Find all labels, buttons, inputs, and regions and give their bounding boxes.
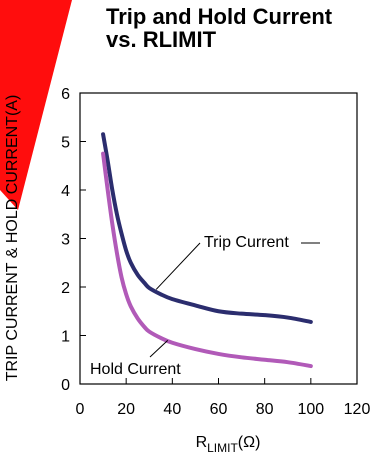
trip-current-annotation: Trip Current [204,234,289,251]
x-axis-label-main: R [196,434,208,451]
x-tick-label-60: 60 [210,401,228,418]
plot-area: 0 20 40 60 80 100 120 0 1 2 3 4 5 6 Trip Current Hold C… [61,86,370,418]
y-tick-label-0: 0 [61,377,70,394]
hold-current-annotation: Hold Current [90,361,181,378]
hold-current-line [101,151,313,369]
y-tick-label-1: 1 [61,329,70,346]
chart-title-line-1: Trip and Hold Current [106,4,333,29]
trip-current-line [101,132,313,324]
y-axis-label: TRIP CURRENT & HOLD CURRENT(A) [4,95,21,382]
x-tick-label-120: 120 [344,401,371,418]
y-tick-label-4: 4 [61,183,70,200]
hold-current-leader [149,339,169,358]
watermark [0,0,72,210]
x-axis-label-sub: LIMIT [207,441,238,455]
y-tick-label-6: 6 [61,86,70,103]
x-tick-label-20: 20 [117,401,135,418]
x-tick-label-40: 40 [163,401,181,418]
x-axis-label: RLIMIT(Ω) [196,434,261,455]
trip-current-leader [155,242,201,290]
x-tick-label-0: 0 [76,401,85,418]
y-tick-label-2: 2 [61,280,70,297]
x-tick-label-80: 80 [256,401,274,418]
chart-title-line-2: vs. RLIMIT [106,27,217,52]
x-tick-label-100: 100 [297,401,324,418]
x-axis-label-unit: (Ω) [238,434,261,451]
y-tick-label-5: 5 [61,135,70,152]
y-tick-label-3: 3 [61,232,70,249]
chart-title: Trip and Hold Current vs. RLIMIT [106,4,338,52]
watermark-shape [0,0,72,210]
